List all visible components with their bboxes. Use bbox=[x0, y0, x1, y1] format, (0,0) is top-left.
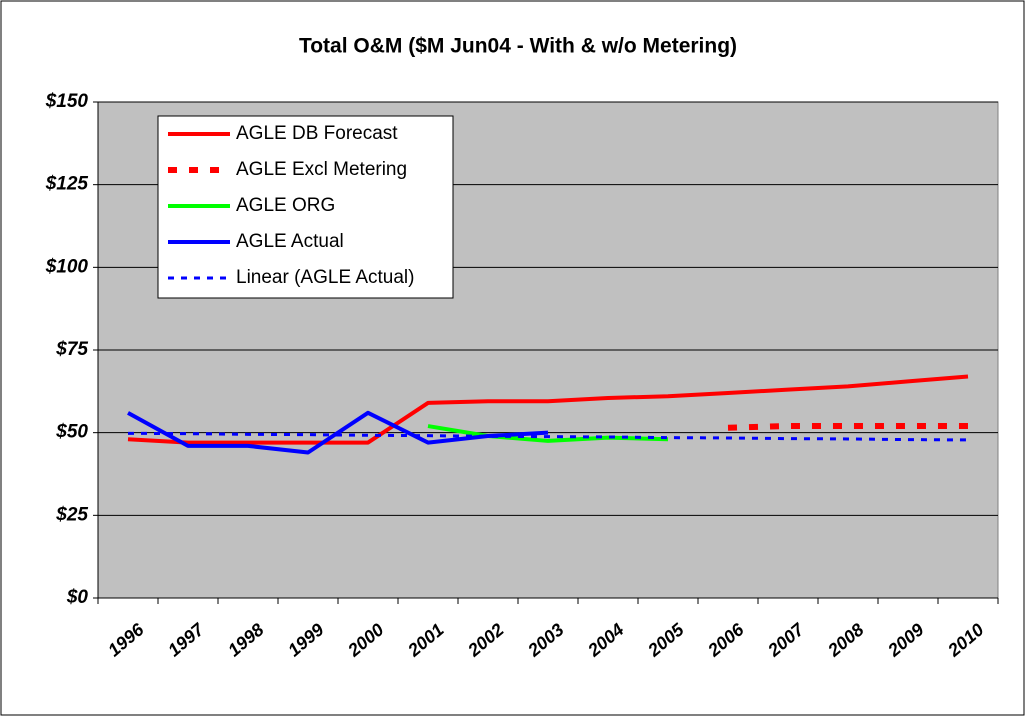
legend-label: AGLE Actual bbox=[236, 231, 344, 252]
legend-label: Linear (AGLE Actual) bbox=[236, 267, 414, 288]
y-tick-label: $150 bbox=[45, 91, 89, 112]
y-tick-label: $50 bbox=[55, 422, 88, 443]
series-line bbox=[427, 424, 669, 443]
chart-title: Total O&M ($M Jun04 - With & w/o Meterin… bbox=[299, 35, 737, 58]
y-tick-label: $25 bbox=[55, 504, 88, 525]
series-line bbox=[127, 374, 969, 445]
legend-label: AGLE Excl Metering bbox=[236, 159, 407, 180]
series-line bbox=[127, 410, 549, 455]
y-tick-label: $0 bbox=[66, 587, 89, 608]
y-tick-label: $125 bbox=[45, 174, 89, 195]
y-tick-label: $100 bbox=[45, 256, 89, 277]
legend-label: AGLE DB Forecast bbox=[236, 123, 398, 144]
y-tick-label: $75 bbox=[55, 339, 88, 360]
legend-label: AGLE ORG bbox=[236, 195, 335, 216]
series-line bbox=[127, 431, 969, 442]
